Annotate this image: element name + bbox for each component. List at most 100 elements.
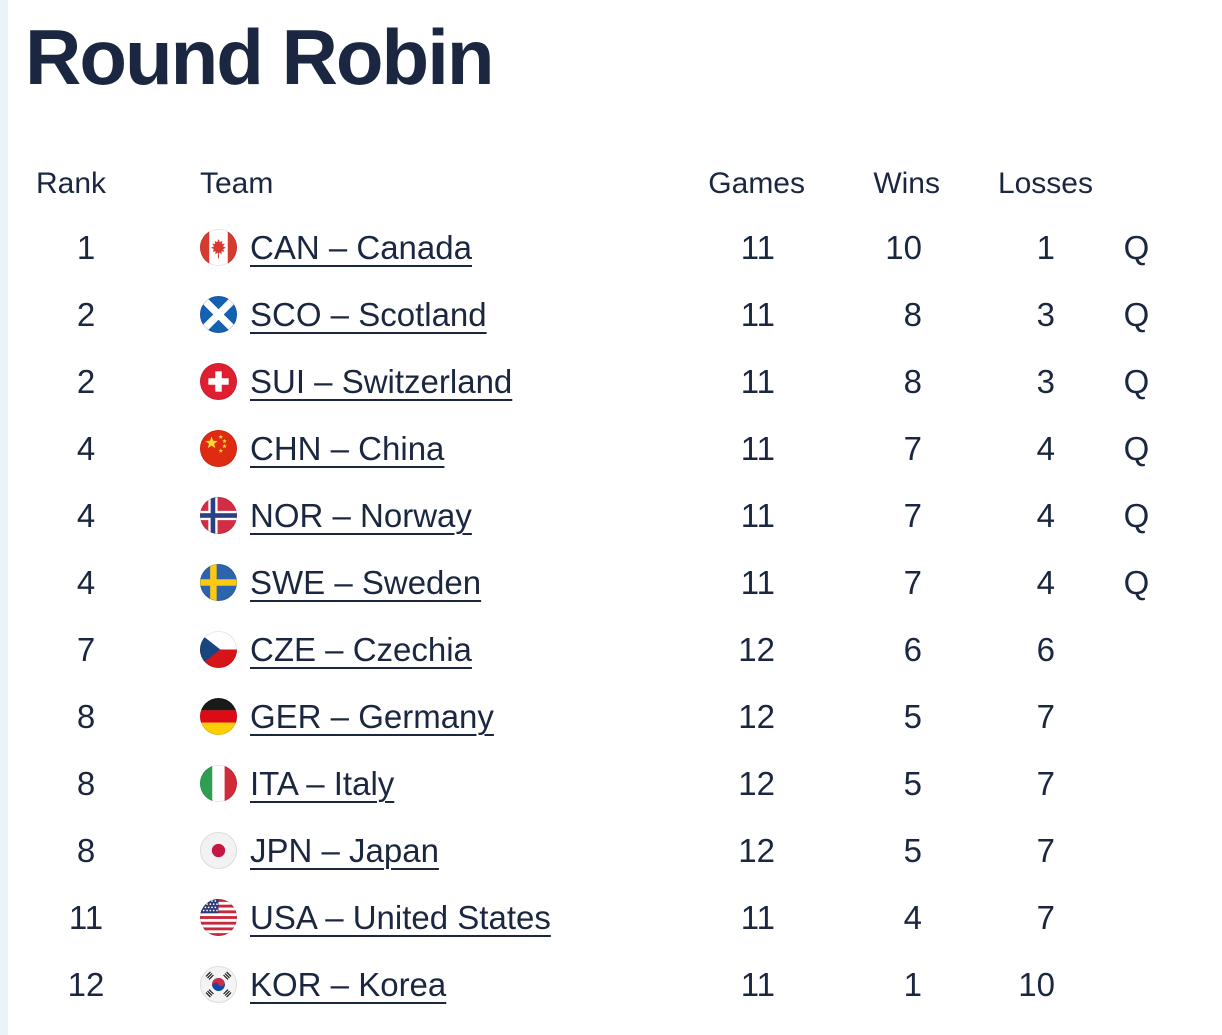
qualified-cell <box>1093 951 1180 1018</box>
header-row: Rank Team Games Wins Losses <box>0 154 1222 214</box>
qualified-cell <box>1093 817 1180 884</box>
qualified-cell: Q <box>1123 429 1150 467</box>
games-cell: 11 <box>740 965 775 1003</box>
korea-flag-icon <box>200 966 237 1004</box>
table-row: 8 JPN – Japan 12 5 7 <box>0 817 1222 884</box>
table-row: 4 SWE – Sweden 11 7 4 Q <box>0 549 1222 616</box>
wins-cell: 5 <box>903 764 922 802</box>
rank-cell: 8 <box>76 764 96 802</box>
wins-cell: 4 <box>903 898 922 936</box>
team-link[interactable]: ITA – Italy <box>250 764 395 802</box>
wins-cell: 6 <box>903 630 922 668</box>
team-link[interactable]: SCO – Scotland <box>250 295 487 333</box>
games-cell: 12 <box>738 630 775 668</box>
col-header-team: Team <box>200 167 274 201</box>
left-edge-strip <box>0 0 8 1035</box>
losses-cell: 7 <box>1036 697 1055 735</box>
wins-cell: 7 <box>903 429 922 467</box>
losses-cell: 4 <box>1036 429 1055 467</box>
czechia-flag-icon <box>200 631 237 669</box>
team-link[interactable]: GER – Germany <box>250 697 494 735</box>
china-flag-icon <box>200 430 237 468</box>
wins-cell: 5 <box>903 831 922 869</box>
games-cell: 12 <box>738 831 775 869</box>
wins-cell: 8 <box>903 295 922 333</box>
team-link[interactable]: KOR – Korea <box>250 965 447 1003</box>
scotland-flag-icon <box>200 296 237 334</box>
col-header-rank: Rank <box>36 167 107 201</box>
col-header-wins: Wins <box>873 167 940 201</box>
losses-cell: 7 <box>1036 898 1055 936</box>
rank-cell: 4 <box>76 496 96 534</box>
team-link[interactable]: SWE – Sweden <box>250 563 482 601</box>
rank-cell: 8 <box>76 697 96 735</box>
table-row: 8 GER – Germany 12 5 7 <box>0 683 1222 750</box>
table-row: 11 USA – United States 11 4 7 <box>0 884 1222 951</box>
standings-table: Rank Team Games Wins Losses 1 CAN – Canad… <box>0 154 1222 1018</box>
games-cell: 11 <box>740 496 775 534</box>
losses-cell: 4 <box>1036 496 1055 534</box>
rank-cell: 11 <box>68 898 104 936</box>
losses-cell: 1 <box>1036 228 1055 266</box>
team-link[interactable]: CZE – Czechia <box>250 630 472 668</box>
losses-cell: 3 <box>1036 295 1055 333</box>
rank-cell: 12 <box>67 965 105 1003</box>
wins-cell: 1 <box>903 965 922 1003</box>
losses-cell: 3 <box>1036 362 1055 400</box>
team-cell: CAN – Canada <box>172 214 700 281</box>
table-row: 4 NOR – Norway 11 7 4 Q <box>0 482 1222 549</box>
rank-cell: 1 <box>76 228 96 266</box>
losses-cell: 7 <box>1036 831 1055 869</box>
qualified-cell <box>1093 750 1180 817</box>
norway-flag-icon <box>200 497 237 535</box>
wins-cell: 5 <box>903 697 922 735</box>
team-link[interactable]: SUI – Switzerland <box>250 362 513 400</box>
games-cell: 11 <box>740 563 775 601</box>
losses-cell: 7 <box>1036 764 1055 802</box>
team-cell: NOR – Norway <box>172 482 700 549</box>
qualified-cell <box>1093 616 1180 683</box>
losses-cell: 4 <box>1036 563 1055 601</box>
sweden-flag-icon <box>200 564 237 602</box>
team-cell: KOR – Korea <box>172 951 700 1018</box>
team-link[interactable]: NOR – Norway <box>250 496 472 534</box>
rank-cell: 2 <box>76 295 96 333</box>
team-cell: CZE – Czechia <box>172 616 700 683</box>
wins-cell: 7 <box>903 563 922 601</box>
team-cell: JPN – Japan <box>172 817 700 884</box>
qualified-cell: Q <box>1123 496 1150 534</box>
team-link[interactable]: USA – United States <box>250 898 551 936</box>
switzerland-flag-icon <box>200 363 237 401</box>
games-cell: 11 <box>740 295 775 333</box>
rank-cell: 7 <box>76 630 96 668</box>
team-cell: SUI – Switzerland <box>172 348 700 415</box>
wins-cell: 10 <box>885 228 922 266</box>
table-row: 12 KOR – Korea 11 1 10 <box>0 951 1222 1018</box>
col-header-losses: Losses <box>997 167 1093 201</box>
rank-cell: 8 <box>76 831 96 869</box>
col-header-games: Games <box>708 167 805 201</box>
page-title: Round Robin <box>25 13 495 101</box>
team-cell: SWE – Sweden <box>172 549 700 616</box>
table-row: 2 SCO – Scotland 11 8 3 Q <box>0 281 1222 348</box>
standings-table-header: Rank Team Games Wins Losses <box>0 154 1222 214</box>
japan-flag-icon <box>200 832 237 870</box>
usa-flag-icon <box>200 899 237 937</box>
team-cell: ITA – Italy <box>172 750 700 817</box>
table-row: 8 ITA – Italy 12 5 7 <box>0 750 1222 817</box>
games-cell: 12 <box>738 697 775 735</box>
qualified-cell: Q <box>1123 362 1150 400</box>
team-link[interactable]: JPN – Japan <box>250 831 439 869</box>
qualified-cell: Q <box>1123 228 1150 266</box>
team-link[interactable]: CAN – Canada <box>250 228 472 266</box>
qualified-cell: Q <box>1123 563 1150 601</box>
team-cell: CHN – China <box>172 415 700 482</box>
wins-cell: 7 <box>903 496 922 534</box>
team-link[interactable]: CHN – China <box>250 429 445 467</box>
qualified-cell <box>1093 683 1180 750</box>
table-row: 2 SUI – Switzerland 11 8 3 Q <box>0 348 1222 415</box>
wins-cell: 8 <box>903 362 922 400</box>
rank-cell: 4 <box>76 429 96 467</box>
losses-cell: 6 <box>1036 630 1055 668</box>
col-header-qualified <box>1093 154 1180 214</box>
